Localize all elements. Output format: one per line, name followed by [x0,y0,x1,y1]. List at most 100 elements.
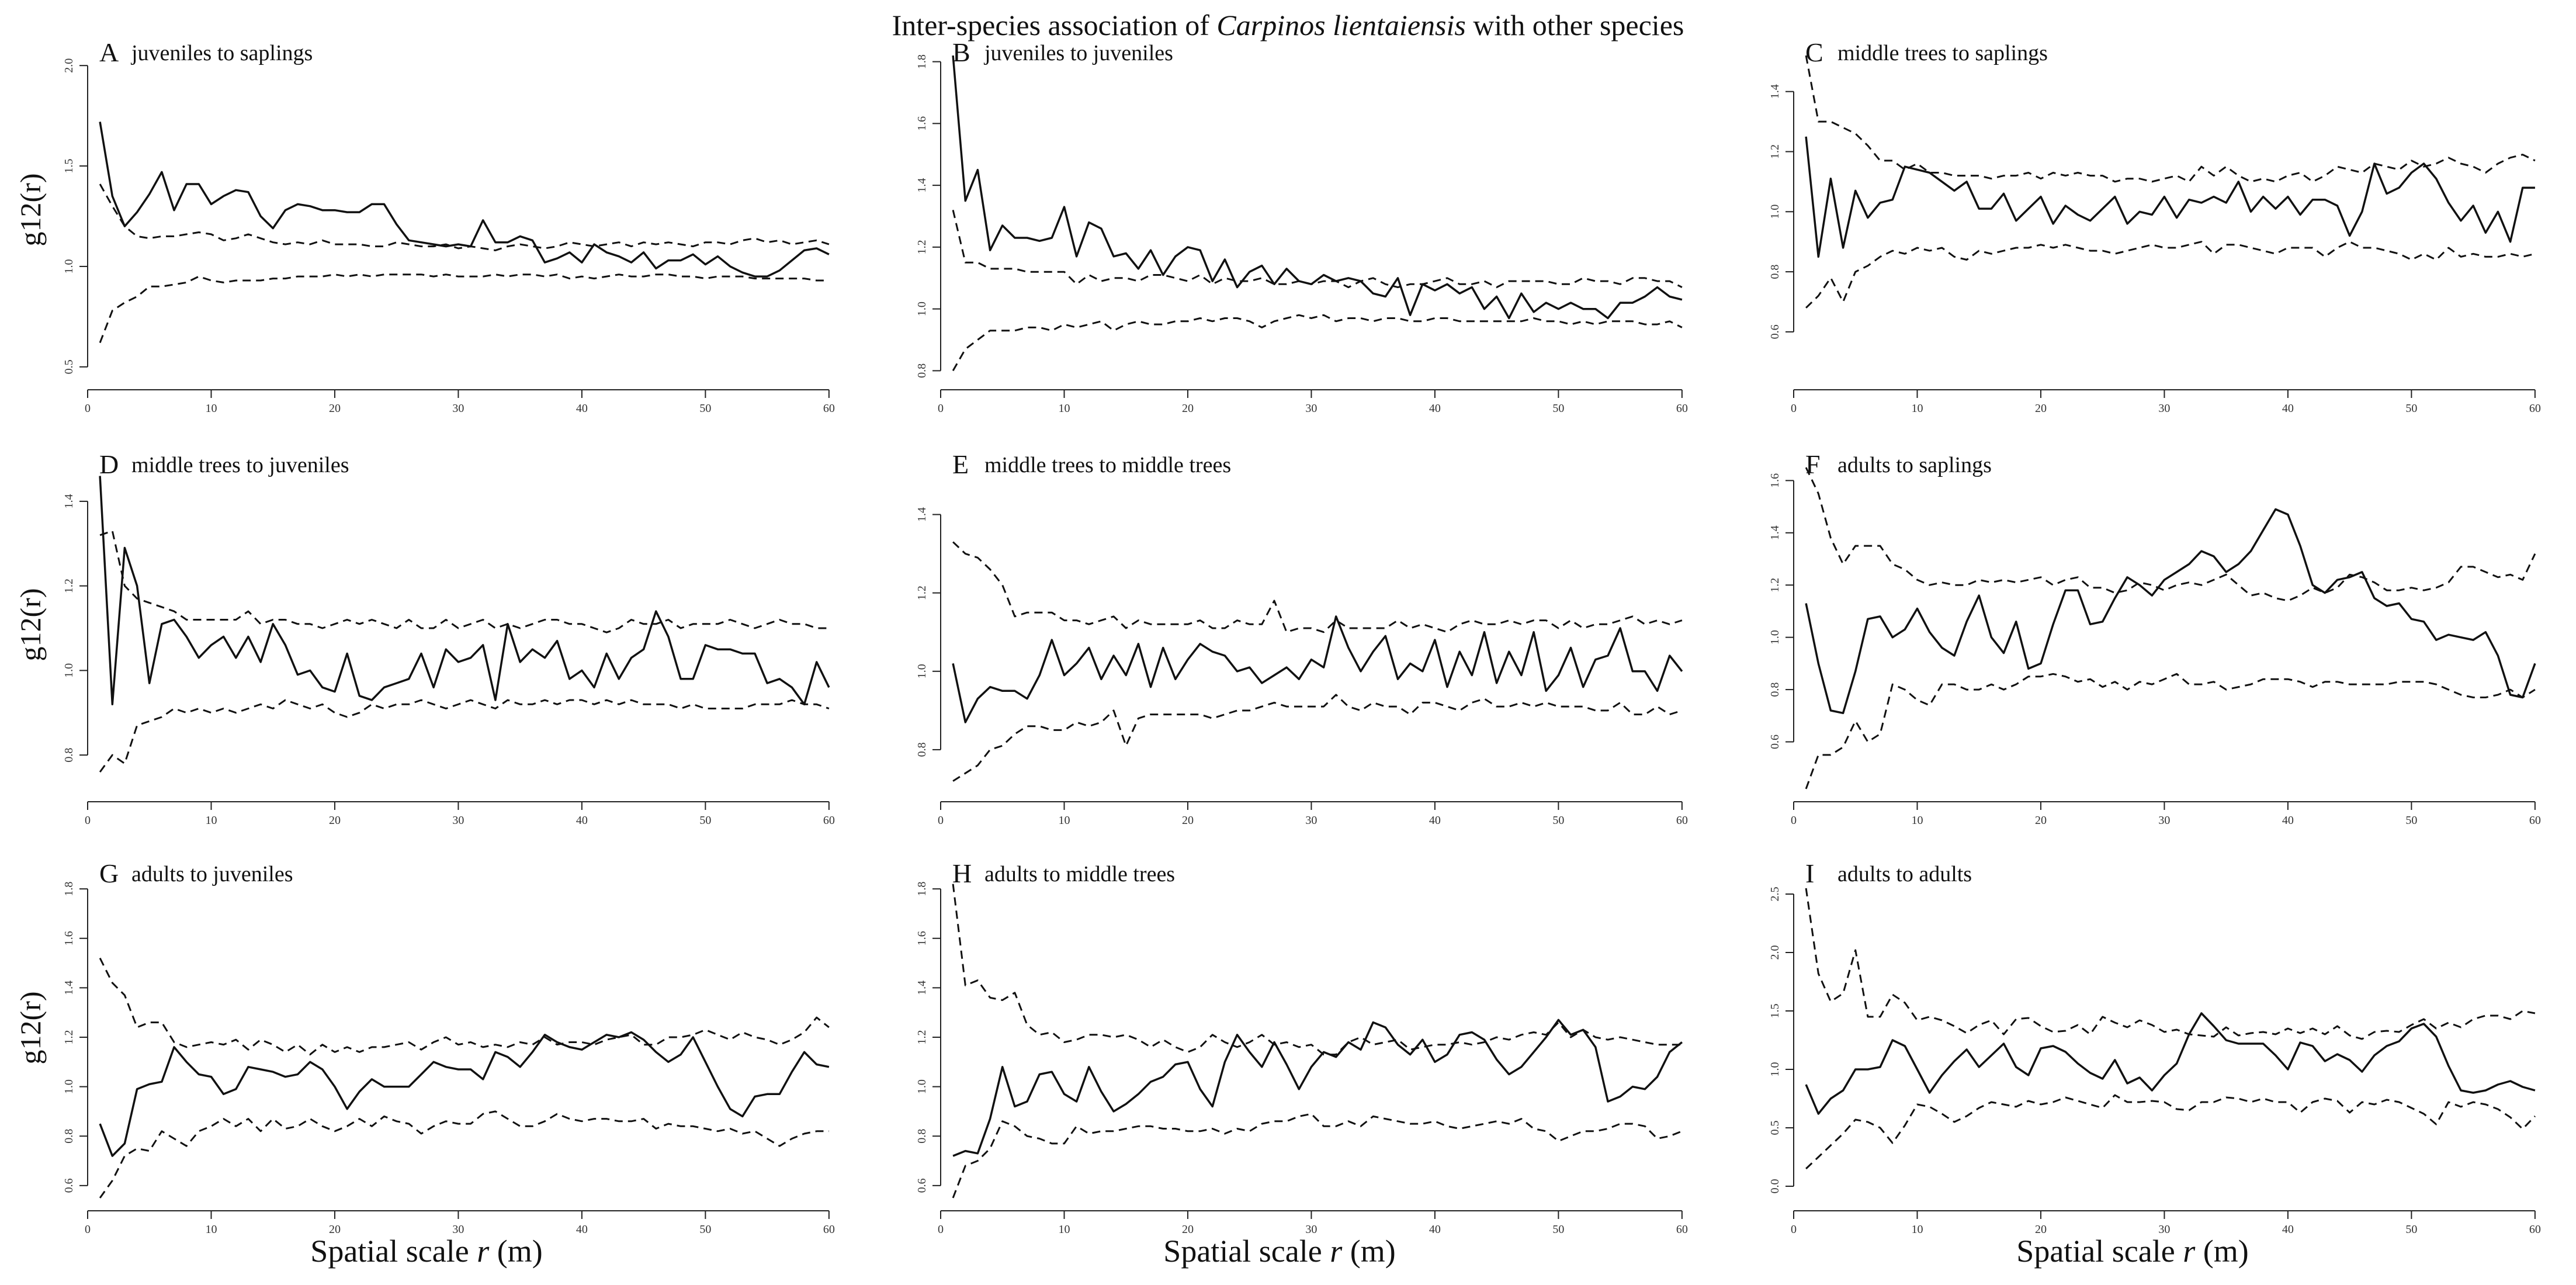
y-tick-label: 0.8 [63,748,75,763]
upper-envelope-line [1805,888,2536,1040]
panel-h-adults-to-middle-trees: 0.6 0.8 1.0 1.2 1.4 1.6 1.8 0 10 20 30 40 50 60 H adult… [916,858,1688,1236]
upper-envelope-line [99,530,829,633]
x-tick-label: 30 [1305,1223,1317,1236]
observed-line [1805,508,2536,715]
x-tick-label: 50 [2405,402,2417,415]
y-tick-label: 1.4 [1769,525,1781,540]
y-tick-label: 1.8 [63,882,75,896]
y-tick-label: 0.8 [916,1129,928,1144]
x-tick-label: 10 [1058,402,1070,415]
x-tick-label: 60 [2529,402,2541,415]
x-tick-label: 40 [2282,1223,2294,1236]
panel-title: juveniles to saplings [130,41,313,65]
panel-title: adults to juveniles [131,862,293,886]
y-tick-label: 0.6 [916,1178,928,1193]
panel-f-adults-to-saplings: 0.6 0.8 1.0 1.2 1.4 1.6 0 10 20 30 40 50 60 F adults t… [1769,449,2541,827]
x-tick-label: 50 [1552,1223,1564,1236]
y-tick-label: 0.8 [916,742,928,757]
x-tick-label: 20 [2035,814,2047,827]
xlabel-var: r [477,1234,490,1269]
x-tick-label: 10 [1911,814,1923,827]
xlabel-unit: (m) [1342,1234,1396,1269]
x-tick-label: 40 [1429,814,1441,827]
x-axis-label-col3: Spatial scale r (m) [1986,1233,2279,1269]
upper-envelope-line [99,957,830,1056]
panel-g-adults-to-juveniles: 0.6 0.8 1.0 1.2 1.4 1.6 1.8 0 10 20 30 40 50 60 G adult… [63,858,835,1236]
x-tick-label: 60 [823,1223,835,1236]
y-tick-label: 0.8 [916,363,928,378]
panel-title: adults to adults [1837,862,1972,886]
y-tick-label: 1.2 [63,1030,75,1045]
x-tick-label: 30 [452,814,464,827]
y-tick-label: 1.0 [63,1079,75,1094]
lower-envelope-line [99,1110,829,1199]
y-tick-label: 1.2 [1769,144,1781,159]
panel-letter: F [1805,449,1821,479]
y-tick-label: 1.2 [1769,578,1781,593]
x-tick-label: 10 [205,402,217,415]
x-tick-label: 20 [1182,1223,1194,1236]
observed-line [99,1031,830,1157]
x-tick-label: 20 [2035,1223,2047,1236]
y-tick-label: 1.0 [1769,1062,1781,1077]
upper-envelope-line [1805,55,2536,183]
x-tick-label: 40 [2282,402,2294,415]
y-tick-label: 1.5 [63,159,75,174]
xlabel-var: r [1330,1234,1343,1269]
x-tick-label: 0 [1791,814,1797,827]
x-tick-label: 20 [1182,814,1194,827]
x-tick-label: 60 [2529,814,2541,827]
xlabel-prefix: Spatial scale [310,1234,477,1269]
panel-title: middle trees to saplings [1837,41,2048,65]
upper-envelope-line [99,183,830,251]
observed-line [1805,1012,2536,1115]
x-tick-label: 10 [205,1223,217,1236]
x-tick-label: 60 [2529,1223,2541,1236]
y-tick-label: 1.6 [916,931,928,945]
x-tick-label: 40 [2282,814,2294,827]
y-tick-label: 1.0 [63,259,75,273]
upper-envelope-line [952,541,1683,633]
panel-letter: E [952,449,969,479]
x-tick-label: 60 [1676,814,1688,827]
x-tick-label: 10 [1058,814,1070,827]
x-tick-label: 20 [2035,402,2047,415]
y-tick-label: 1.6 [1769,473,1781,488]
x-tick-label: 60 [1676,402,1688,415]
y-tick-label: 1.0 [916,664,928,678]
x-tick-label: 30 [452,402,464,415]
title-prefix: Inter-species association of [892,9,1217,41]
panel-letter: A [99,37,119,67]
y-tick-label: 1.2 [916,240,928,254]
x-tick-label: 10 [1058,1223,1070,1236]
upper-envelope-line [952,210,1683,289]
x-tick-label: 50 [699,814,711,827]
panel-a-juveniles-to-saplings: 0.5 1.0 1.5 2.0 0 10 20 30 40 50 60 A juveniles to s… [63,37,835,415]
y-tick-label: 2.5 [1769,887,1781,902]
x-tick-label: 0 [85,402,91,415]
lower-envelope-line [952,314,1683,372]
x-tick-label: 20 [329,402,341,415]
x-tick-label: 40 [1429,1223,1441,1236]
x-tick-label: 60 [823,402,835,415]
x-tick-label: 0 [1791,402,1797,415]
observed-line [952,55,1683,320]
panel-i-adults-to-adults: 0.0 0.5 1.0 1.5 2.0 2.5 0 10 20 30 40 50 60 I adults t… [1769,858,2541,1236]
x-axis-label-col1: Spatial scale r (m) [280,1233,573,1269]
y-tick-label: 0.6 [1769,735,1781,749]
x-tick-label: 0 [85,814,91,827]
panel-e-middle-trees-to-middle-trees: 0.8 1.0 1.2 1.4 0 10 20 30 40 50 60 E middle trees t… [916,449,1688,827]
x-tick-label: 40 [576,402,588,415]
panel-title: adults to saplings [1837,453,1992,477]
lower-envelope-line [952,694,1683,782]
y-tick-label: 1.5 [1769,1004,1781,1019]
x-tick-label: 50 [1552,402,1564,415]
panel-letter: D [99,449,119,479]
lower-envelope-line [1805,673,2536,789]
y-tick-label: 1.2 [63,579,75,593]
lower-envelope-line [99,699,830,773]
lower-envelope-line [1805,241,2536,309]
x-tick-label: 0 [85,1223,91,1236]
x-tick-label: 10 [1911,402,1923,415]
panel-title: middle trees to juveniles [131,453,349,477]
